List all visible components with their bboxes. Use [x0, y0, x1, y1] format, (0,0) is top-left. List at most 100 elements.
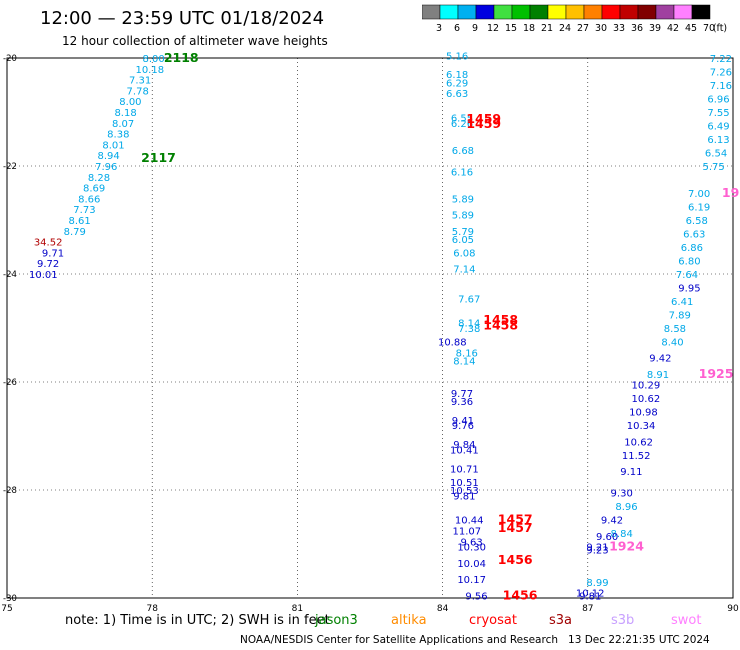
wave-height-label: 6.63: [446, 89, 468, 100]
wave-height-label: 6.16: [451, 167, 473, 178]
scale-label: 9: [472, 23, 478, 34]
wave-height-label: 10.29: [632, 381, 661, 392]
wave-height-label: 8.84: [611, 529, 633, 540]
wave-height-label: 5.79: [452, 227, 474, 238]
x-tick-label: 75: [1, 604, 12, 612]
wave-height-label: 7.00: [688, 189, 710, 200]
wave-height-label: 10.17: [457, 575, 486, 586]
wave-height-label: 9.77: [451, 389, 473, 400]
scale-label: 42: [667, 23, 679, 34]
scale-label: 6: [454, 23, 460, 34]
scale-label: 12: [487, 23, 499, 34]
wave-height-label: 6.29: [446, 78, 468, 89]
wave-height-label: 8.69: [83, 184, 105, 195]
scale-swatch: [511, 4, 531, 20]
x-tick-label: 81: [292, 604, 303, 612]
wave-height-label: 9.72: [37, 259, 59, 270]
wave-height-label: 10.18: [135, 65, 164, 76]
wave-height-label: 10.51: [450, 478, 479, 489]
wave-height-label: 9.42: [649, 354, 671, 365]
y-tick-label: -28: [3, 486, 17, 496]
wave-height-label: 10.01: [29, 270, 58, 281]
wave-height-label: 6.80: [678, 257, 700, 268]
wave-height-label: 6.58: [686, 216, 708, 227]
legend-item-swot: swot: [671, 613, 702, 628]
track-time-label: 1456: [503, 587, 538, 602]
scale-swatch: [655, 4, 675, 20]
x-tick-label: 78: [146, 604, 158, 612]
y-tick-label: -24: [3, 270, 17, 280]
legend-note: note: 1) Time is in UTC; 2) SWH is in fe…: [65, 613, 330, 628]
wave-height-label: 10.04: [457, 559, 486, 570]
y-tick-label: -20: [3, 54, 17, 64]
wave-height-label: 7.16: [710, 81, 732, 92]
scale-swatch: [457, 4, 477, 20]
scale-swatch: [637, 4, 657, 20]
track-time-label: 1458: [483, 317, 518, 332]
scale-label: 36: [631, 23, 643, 34]
wave-height-label: 7.96: [95, 162, 117, 173]
wave-height-label: 6.26: [451, 119, 473, 130]
track-time-label: 1456: [498, 552, 533, 567]
wave-height-label: 10.62: [624, 437, 653, 448]
wave-height-label: 6.13: [707, 135, 729, 146]
scale-label: 21: [541, 23, 553, 34]
wave-height-label: 9.95: [678, 284, 700, 295]
scale-label: 30: [595, 23, 607, 34]
chart-subtitle: 12 hour collection of altimeter wave hei…: [62, 34, 328, 48]
wave-height-label: 8.16: [456, 348, 478, 359]
wave-height-label: 7.67: [458, 294, 480, 305]
footer-credit: NOAA/NESDIS Center for Satellite Applica…: [240, 634, 558, 646]
wave-height-label: 8.01: [102, 140, 124, 151]
legend-item-jason3: jason3: [315, 613, 358, 628]
wave-height-label: 9.42: [601, 516, 623, 527]
plot-frame: [6, 57, 734, 599]
legend-item-s3b: s3b: [611, 613, 635, 628]
scale-label: 45: [685, 23, 697, 34]
scale-label: 27: [577, 23, 589, 34]
y-tick-label: -26: [3, 378, 17, 388]
wave-height-label: 6.68: [452, 146, 474, 157]
wave-height-label: 6.18: [446, 70, 468, 81]
wave-height-label: 9.21: [586, 543, 608, 554]
wave-height-label: 9.71: [42, 248, 64, 259]
wave-height-label: 6.55: [451, 113, 473, 124]
footer-timestamp: 13 Dec 22:21:35 UTC 2024: [568, 634, 710, 646]
track-time-label: 1458: [483, 312, 518, 327]
wave-height-label: 10.62: [632, 394, 661, 405]
color-scale-bar: 3 6 9 12 15 18 21 24 27 30 33 36 39 42 45 70(ft): [422, 4, 727, 34]
satellite-legend: note: 1) Time is in UTC; 2) SWH is in fe…: [65, 613, 735, 629]
scale-swatch: [439, 4, 459, 20]
wave-height-label: 6.63: [683, 230, 705, 241]
scale-swatch: [493, 4, 513, 20]
scale-label: 70: [703, 23, 715, 34]
wave-height-label: 10.53: [450, 486, 479, 497]
wave-height-label: 8.96: [615, 502, 637, 513]
track-time-label: 2117: [141, 150, 176, 165]
wave-height-label: 9.81: [453, 491, 475, 502]
wave-height-label: 5.75: [703, 162, 725, 173]
wave-height-label: 8.14: [453, 356, 475, 367]
wave-height-label: 7.89: [669, 311, 691, 322]
wave-height-label: 10.71: [450, 464, 479, 475]
wave-height-label: 8.14: [458, 319, 480, 330]
scale-swatch: [601, 4, 621, 20]
scale-label: 39: [649, 23, 661, 34]
wave-height-label: 8.40: [661, 338, 683, 349]
track-time-label: 1457: [498, 520, 533, 535]
wave-height-label: 8.28: [88, 173, 110, 184]
wave-height-label: 9.60: [596, 532, 618, 543]
y-tick-label: -22: [3, 162, 17, 172]
wave-height-label: 6.86: [681, 243, 703, 254]
wave-height-label: 9.36: [451, 397, 473, 408]
wave-height-label: 5.16: [446, 52, 468, 62]
chart-title: 12:00 — 23:59 UTC 01/18/2024: [40, 8, 325, 29]
wave-height-label: 10.34: [627, 421, 656, 432]
wave-height-label: 34.52: [34, 238, 63, 249]
wave-height-label: 8.00: [143, 54, 165, 65]
track-time-label: 1924: [609, 539, 644, 554]
wave-height-label: 11.52: [622, 451, 651, 462]
legend-item-altika: altika: [391, 613, 427, 628]
wave-height-label: 6.41: [671, 297, 693, 308]
wave-height-label: 7.73: [73, 205, 95, 216]
